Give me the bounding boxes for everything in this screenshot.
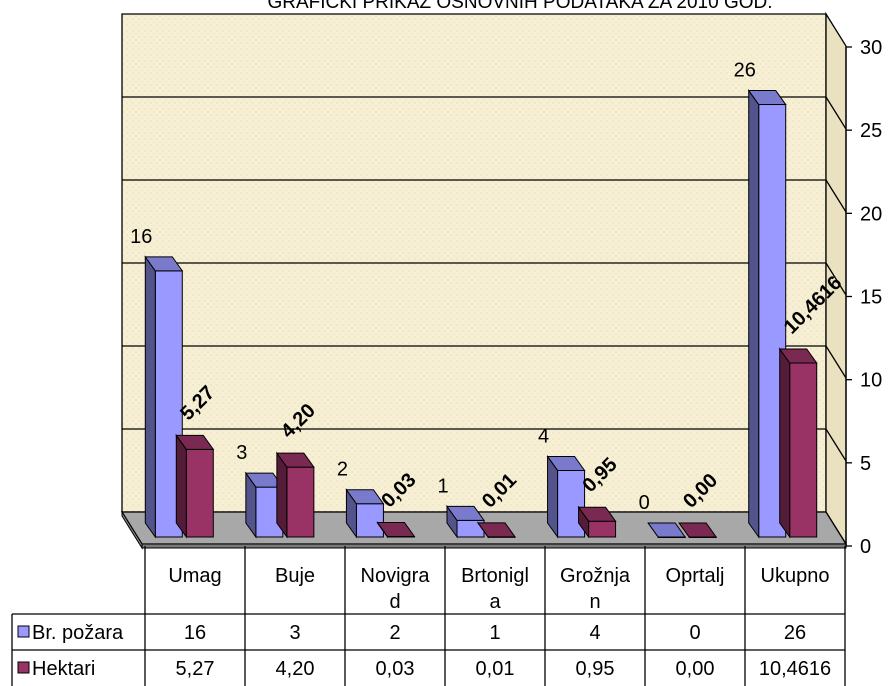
bar <box>275 451 315 539</box>
bar-top <box>244 472 284 488</box>
bar-top <box>446 505 485 521</box>
legend-entry: Hektari <box>32 658 95 680</box>
table-value: 3 <box>289 622 300 644</box>
table-value: 26 <box>784 622 806 644</box>
y-tick-label: 15 <box>860 287 882 309</box>
bar <box>678 522 718 538</box>
bar-top <box>345 489 385 505</box>
bar-top <box>546 455 586 471</box>
table-value: 1 <box>489 622 500 644</box>
bar-top <box>376 522 416 538</box>
bar-front <box>588 520 617 538</box>
legend-entry: Br. požara <box>32 622 124 644</box>
bar-top <box>647 522 687 538</box>
bar-side <box>748 88 760 539</box>
bar-top <box>778 348 818 364</box>
y-tick-label: 10 <box>860 370 882 392</box>
bar-top <box>275 452 315 468</box>
bar <box>446 504 485 539</box>
bar <box>345 488 385 539</box>
data-table: Umag Buje Novigra d Brtonigl a Grožnja n Oprtalj… <box>11 546 846 686</box>
bar-side <box>144 255 156 539</box>
bar-top <box>577 506 617 522</box>
y-tick-label: 5 <box>860 453 871 475</box>
bar-top <box>175 434 215 450</box>
table-value: 0,95 <box>576 658 615 680</box>
bar-top <box>747 90 787 106</box>
table-value: 2 <box>389 622 400 644</box>
y-tick-label: 30 <box>860 37 882 59</box>
category-label: Umag <box>168 565 221 587</box>
gridline-side <box>825 96 847 130</box>
gridlines <box>122 96 847 462</box>
data-label: 2 <box>337 459 348 481</box>
gridline-side <box>825 345 847 379</box>
category-label: a <box>489 591 501 613</box>
table-value: 0,00 <box>676 658 715 680</box>
legend-swatch <box>17 625 30 638</box>
table-value: 4 <box>589 622 600 644</box>
category-label: Brtonigl <box>461 565 529 587</box>
category-label: Grožnja <box>560 565 631 587</box>
bar <box>477 521 516 539</box>
bar-front <box>355 503 384 538</box>
gridline-side <box>825 179 847 213</box>
gridline-side <box>825 428 847 462</box>
category-label: Ukupno <box>761 565 830 587</box>
bar <box>577 505 617 539</box>
data-label: 16 <box>130 226 152 248</box>
table-value: 16 <box>184 622 206 644</box>
bars <box>144 88 818 539</box>
y-tick-label: 20 <box>860 203 882 225</box>
y-tick-label: 0 <box>860 536 871 558</box>
y-axis: 0 5 10 15 20 25 30 <box>845 37 882 558</box>
bar <box>778 347 818 539</box>
floor-edge <box>141 543 847 549</box>
chart-walls <box>120 11 848 550</box>
data-label: 3 <box>236 442 247 464</box>
bar-front <box>789 362 818 538</box>
bar-front <box>185 448 214 538</box>
legend-swatch <box>17 661 30 674</box>
category-label: n <box>589 591 600 613</box>
bar <box>647 522 687 538</box>
bar-top <box>144 256 184 272</box>
category-label: Oprtalj <box>666 565 725 587</box>
category-label: d <box>389 591 400 613</box>
bar-top <box>678 522 718 538</box>
table-value: 0,01 <box>476 658 515 680</box>
bar-side <box>779 347 791 539</box>
floor-side-edge <box>121 510 143 550</box>
table-value: 10,4616 <box>759 658 831 680</box>
data-label: 1 <box>437 475 448 497</box>
bar <box>546 454 586 539</box>
bar-top <box>477 522 516 538</box>
table-value: 0,03 <box>376 658 415 680</box>
bar-side <box>175 433 187 539</box>
bar <box>175 433 215 539</box>
category-label: Buje <box>275 565 315 587</box>
table-value: 4,20 <box>276 658 315 680</box>
bar-front <box>286 466 315 538</box>
table-value: 0 <box>689 622 700 644</box>
table-value: 5,27 <box>176 658 215 680</box>
category-label: Novigra <box>361 565 431 587</box>
bar <box>376 520 416 539</box>
data-label: 4 <box>538 425 549 447</box>
data-label: 0 <box>639 492 650 514</box>
chart-title: GRAFIČKI PRIKAZ OSNOVNIH PODATAKA ZA 201… <box>267 0 772 13</box>
data-label: 26 <box>734 60 756 82</box>
gridline-side <box>825 262 847 296</box>
bar <box>747 88 787 539</box>
y-tick-label: 25 <box>860 120 882 142</box>
